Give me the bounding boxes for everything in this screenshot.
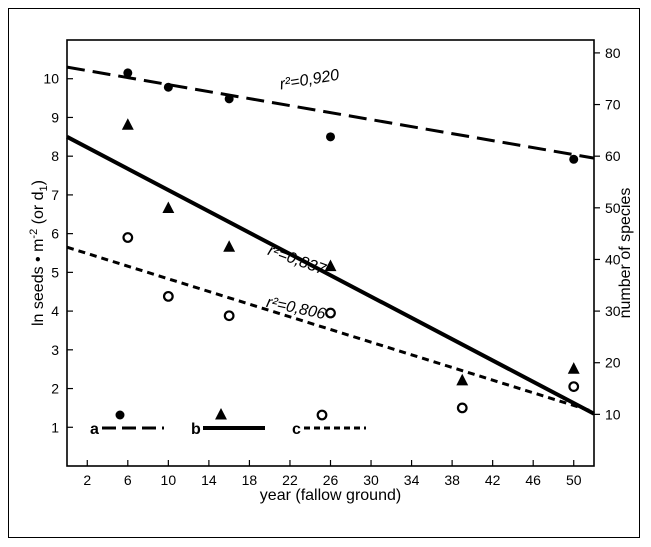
data-point-b [456, 373, 469, 386]
legend-letter-c: c [292, 421, 301, 438]
y-right-tick-label: 30 [605, 303, 621, 319]
x-tick-label: 6 [124, 472, 132, 488]
y-right-tick-label: 80 [605, 45, 621, 61]
x-tick-label: 30 [363, 472, 379, 488]
x-tick-label: 14 [201, 472, 217, 488]
x-tick-label: 42 [485, 472, 501, 488]
y-right-tick-label: 40 [605, 251, 621, 267]
x-tick-label: 22 [282, 472, 298, 488]
data-point-b [121, 118, 134, 130]
x-tick-label: 18 [242, 472, 258, 488]
data-point-c [568, 381, 580, 393]
r2-label-a: r²=0,920 [278, 67, 340, 94]
x-tick-label: 38 [444, 472, 460, 488]
data-point-a [123, 68, 133, 78]
data-point-b [567, 362, 580, 374]
x-tick-label: 34 [404, 472, 420, 488]
data-point-b [162, 201, 175, 214]
data-point-c [325, 307, 336, 319]
r2-label-b: r²=0,837 [265, 242, 328, 279]
y-left-tick-label: 9 [51, 109, 59, 125]
fit-line-a [66, 65, 595, 160]
y-left-axis-title: ln seeds • m-2 (or d1) [28, 180, 50, 326]
data-point-b [324, 259, 337, 272]
data-point-b [223, 240, 236, 252]
plot-area [66, 39, 595, 467]
x-tick-label: 50 [566, 472, 582, 488]
fit-line-b [66, 135, 595, 416]
y-left-tick-label: 2 [51, 381, 59, 397]
legend-letter-b: b [191, 421, 201, 438]
fit-line-c [66, 245, 595, 414]
data-point-a [224, 94, 234, 104]
data-point-a [163, 82, 173, 92]
y-right-tick-label: 70 [605, 97, 621, 113]
y-left-tick-label: 5 [51, 264, 59, 280]
y-right-tick-label: 20 [605, 355, 621, 371]
x-tick-label: 10 [161, 472, 177, 488]
data-point-a [326, 132, 335, 142]
y-right-tick-label: 60 [605, 148, 621, 164]
data-point-c [223, 310, 235, 322]
y-left-tick-label: 1 [51, 419, 59, 435]
y-left-tick-label: 4 [51, 303, 59, 319]
y-left-tick-label: 8 [51, 148, 59, 164]
x-axis-title: year (fallow ground) [260, 487, 401, 504]
legend-marker-a [115, 410, 125, 420]
y-left-tick-label: 3 [51, 342, 59, 358]
data-point-c [162, 290, 174, 302]
legend-letter-a: a [90, 421, 99, 438]
y-left-tick-label: 7 [51, 187, 59, 203]
legend-marker-c [316, 409, 328, 421]
y-right-tick-label: 50 [605, 200, 621, 216]
data-point-c [456, 402, 468, 414]
legend-marker-b [215, 408, 227, 420]
data-point-a [569, 154, 579, 164]
x-tick-label: 46 [525, 472, 541, 488]
data-point-c [122, 232, 134, 243]
x-tick-label: 26 [323, 472, 339, 488]
r2-label-c: r²=0,806 [265, 294, 327, 323]
y-left-tick-label: 6 [51, 226, 59, 242]
y-left-tick-label: 10 [43, 71, 59, 87]
y-right-axis-title: number of species [617, 188, 634, 319]
y-right-tick-label: 10 [605, 406, 621, 422]
x-tick-label: 2 [83, 472, 91, 488]
